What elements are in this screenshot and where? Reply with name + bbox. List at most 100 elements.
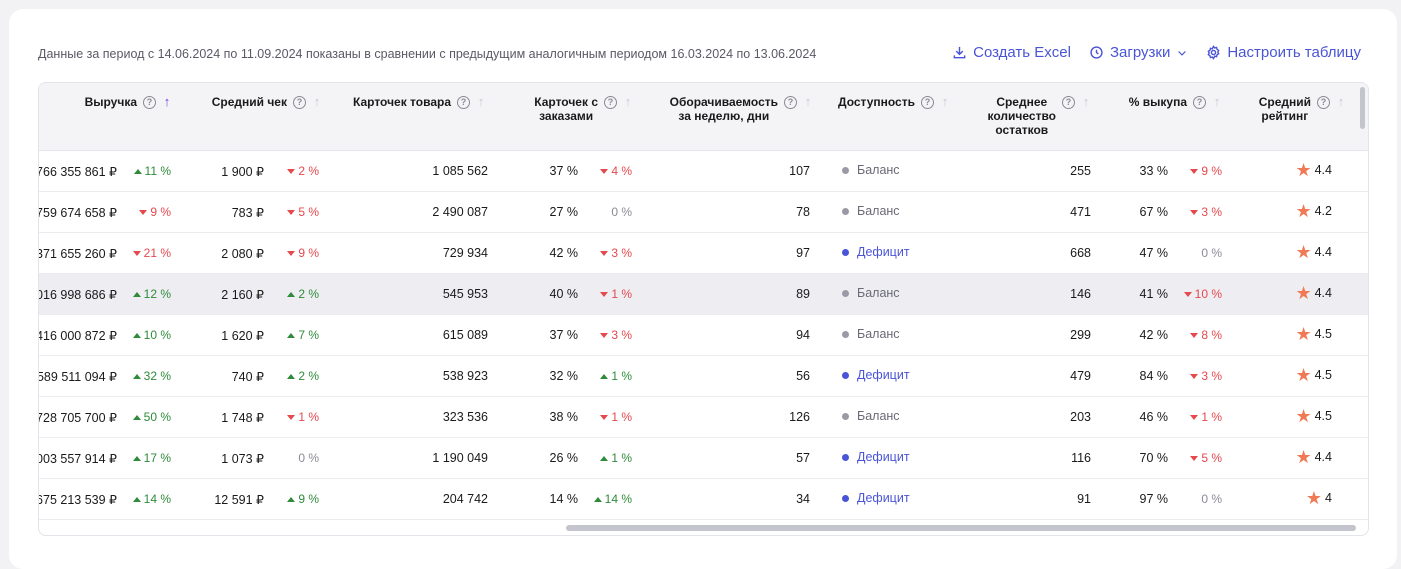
avg-stock-cell: 203 — [1070, 410, 1091, 424]
turnover-cell: 126 — [789, 410, 810, 424]
horizontal-scrollbar[interactable] — [566, 525, 1356, 531]
avg-check-cell: 1 900 ₽ — [221, 165, 264, 179]
status-dot-icon — [842, 453, 849, 461]
revenue-cell: 728 705 700 ₽ — [38, 411, 117, 425]
downloads-label: Загрузки — [1109, 44, 1171, 61]
availability-badge: Баланс — [842, 204, 900, 218]
avg-check-delta: 2 % — [287, 287, 319, 301]
help-icon[interactable]: ? — [293, 96, 306, 109]
cards-cell: 204 742 — [442, 492, 488, 506]
header-avg-check[interactable]: Средний чек ? ↑ — [212, 95, 322, 109]
header-revenue[interactable]: Выручка ? ↑ — [85, 95, 172, 109]
sort-arrow-icon[interactable]: ↑ — [477, 94, 485, 109]
header-cards-with-orders[interactable]: Карточек с заказами ? ↑ — [534, 94, 633, 124]
header-avg-stock[interactable]: Среднее количество остатков ? ↑ — [987, 94, 1091, 138]
header-buyout[interactable]: % выкупа ? ↑ — [1129, 95, 1222, 109]
table-row[interactable]: 371 655 260 ₽ 21 % 2 080 ₽ 9 % 729 934 42 % 3 … — [39, 233, 1368, 274]
buyout-delta: 9 % — [1190, 164, 1222, 178]
table-row[interactable]: 759 674 658 ₽ 9 % 783 ₽ 5 % 2 490 087 27 % 0 %… — [39, 192, 1368, 233]
avg-stock-cell: 668 — [1070, 246, 1091, 260]
header-label: Среднее количество остатков — [987, 95, 1056, 137]
turnover-cell: 94 — [796, 328, 810, 342]
avg-check-delta: 0 % — [298, 451, 319, 465]
table-row[interactable]: 675 213 539 ₽ 14 % 12 591 ₽ 9 % 204 742 14 % 1… — [39, 479, 1368, 520]
status-dot-icon — [842, 166, 849, 174]
status-dot-icon — [842, 494, 849, 502]
star-icon: ★ — [1295, 324, 1312, 344]
cards-cell: 1 085 562 — [432, 164, 488, 178]
downloads-dropdown[interactable]: Загрузки — [1089, 44, 1188, 61]
data-table: Выручка ? ↑ Средний чек ? ↑ Карточек тов… — [38, 82, 1369, 536]
period-description: Данные за период с 14.06.2024 по 11.09.2… — [38, 47, 817, 61]
avg-check-cell: 2 080 ₽ — [221, 247, 264, 261]
avg-check-delta: 9 % — [287, 492, 319, 506]
buyout-cell: 47 % — [1139, 246, 1169, 260]
configure-table-button[interactable]: Настроить таблицу — [1206, 44, 1361, 61]
help-icon[interactable]: ? — [1317, 96, 1330, 109]
star-icon: ★ — [1295, 447, 1312, 467]
header-availability[interactable]: Доступность ? ↑ — [838, 95, 950, 109]
rating-cell: ★ 4.4 — [1295, 283, 1332, 303]
availability-badge: Баланс — [842, 163, 900, 177]
buyout-delta: 1 % — [1190, 410, 1222, 424]
status-dot-icon — [842, 371, 849, 379]
avg-stock-cell: 91 — [1077, 492, 1091, 506]
table-row[interactable]: 728 705 700 ₽ 50 % 1 748 ₽ 1 % 323 536 38 % 1 … — [39, 397, 1368, 438]
buyout-cell: 46 % — [1139, 410, 1169, 424]
help-icon[interactable]: ? — [921, 96, 934, 109]
orders-delta: 4 % — [600, 164, 632, 178]
availability-badge: Дефицит — [842, 450, 910, 464]
help-icon[interactable]: ? — [784, 96, 797, 109]
revenue-delta: 17 % — [132, 451, 171, 465]
sort-arrow-icon[interactable]: ↑ — [1082, 94, 1090, 109]
avg-check-delta: 7 % — [287, 328, 319, 342]
create-excel-button[interactable]: Создать Excel — [952, 44, 1071, 61]
sort-arrow-up-icon[interactable]: ↑ — [163, 94, 171, 109]
help-icon[interactable]: ? — [604, 96, 617, 109]
sort-arrow-icon[interactable]: ↑ — [1337, 94, 1345, 109]
availability-badge: Дефицит — [842, 491, 910, 505]
turnover-cell: 89 — [796, 287, 810, 301]
star-icon: ★ — [1295, 283, 1312, 303]
table-row[interactable]: 416 000 872 ₽ 10 % 1 620 ₽ 7 % 615 089 37 % 3 … — [39, 315, 1368, 356]
revenue-delta: 50 % — [132, 410, 171, 424]
avg-check-cell: 740 ₽ — [231, 370, 264, 384]
orders-pct-cell: 37 % — [549, 328, 579, 342]
download-icon — [953, 46, 966, 59]
buyout-cell: 33 % — [1139, 164, 1169, 178]
header-label: Средний рейтинг — [1258, 95, 1311, 123]
revenue-delta: 12 % — [132, 287, 171, 301]
buyout-cell: 67 % — [1139, 205, 1169, 219]
table-row[interactable]: 766 355 861 ₽ 11 % 1 900 ₽ 2 % 1 085 562 37 %… — [39, 151, 1368, 192]
orders-pct-cell: 27 % — [549, 205, 579, 219]
rating-cell: ★ 4.2 — [1295, 201, 1332, 221]
help-icon[interactable]: ? — [1193, 96, 1206, 109]
sort-arrow-icon[interactable]: ↑ — [313, 94, 321, 109]
sort-arrow-icon[interactable]: ↑ — [804, 94, 812, 109]
help-icon[interactable]: ? — [143, 96, 156, 109]
table-row[interactable]: 589 511 094 ₽ 32 % 740 ₽ 2 % 538 923 32 % 1 % 5… — [39, 356, 1368, 397]
table-row[interactable]: 016 998 686 ₽ 12 % 2 160 ₽ 2 % 545 953 40 % 1 … — [39, 274, 1368, 315]
header-turnover[interactable]: Оборачиваемость за неделю, дни ? ↑ — [670, 94, 813, 124]
cards-cell: 615 089 — [442, 328, 488, 342]
rating-cell: ★ 4.5 — [1295, 365, 1332, 385]
cards-cell: 729 934 — [442, 246, 488, 260]
header-cards[interactable]: Карточек товара ? ↑ — [353, 95, 486, 109]
header-label: Средний чек — [211, 95, 287, 109]
header-avg-rating[interactable]: Средний рейтинг ? ↑ — [1258, 94, 1346, 124]
orders-delta: 3 % — [600, 246, 632, 260]
sort-arrow-icon[interactable]: ↑ — [624, 94, 632, 109]
table-row[interactable]: 003 557 914 ₽ 17 % 1 073 ₽ 0 % 1 190 049 26 %… — [39, 438, 1368, 479]
revenue-delta: 9 % — [139, 205, 171, 219]
sort-arrow-icon[interactable]: ↑ — [941, 94, 949, 109]
buyout-cell: 97 % — [1139, 492, 1169, 506]
star-icon: ★ — [1305, 488, 1323, 508]
help-icon[interactable]: ? — [1062, 96, 1075, 109]
status-dot-icon — [842, 289, 849, 297]
buyout-delta: 5 % — [1190, 451, 1222, 465]
help-icon[interactable]: ? — [457, 96, 470, 109]
vertical-scrollbar[interactable] — [1360, 87, 1365, 129]
cards-cell: 538 923 — [442, 369, 488, 383]
header-label: Доступность — [838, 95, 915, 109]
sort-arrow-icon[interactable]: ↑ — [1213, 94, 1221, 109]
